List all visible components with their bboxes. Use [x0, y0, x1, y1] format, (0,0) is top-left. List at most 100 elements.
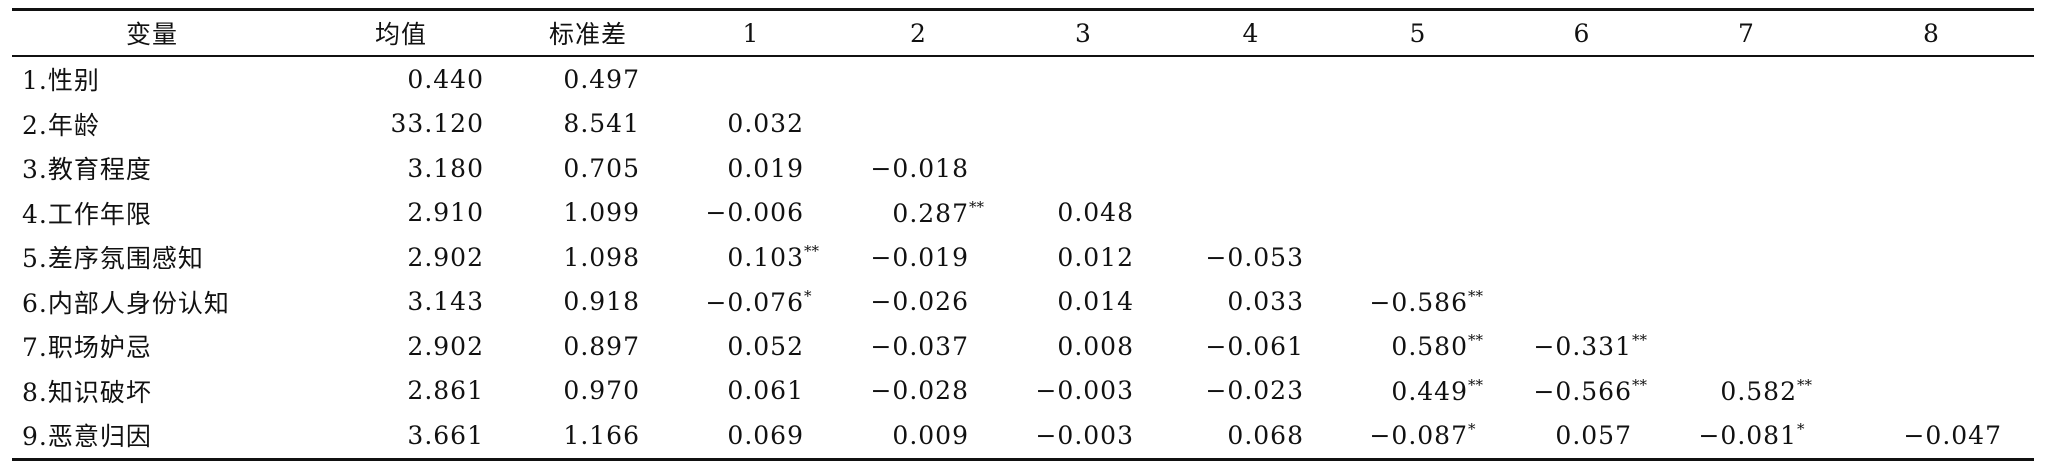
correlation-value: 0.014 — [1057, 287, 1134, 317]
variable-name: 7.职场妒忌 — [22, 333, 152, 363]
correlation-cell: −0.028 — [836, 369, 1001, 414]
correlation-value: −0.076 — [705, 287, 804, 317]
mean-cell: 2.910 — [407, 198, 484, 228]
correlation-value: −0.087 — [1369, 421, 1468, 451]
correlation-value: 0.019 — [727, 153, 804, 183]
significance-marker: * — [1797, 420, 1805, 439]
correlation-cell: −0.018 — [836, 146, 1001, 191]
correlation-cell: 0.287** — [836, 191, 1001, 236]
correlation-cell: −0.076* — [666, 280, 836, 325]
header-col-1: 1 — [742, 18, 760, 48]
correlation-value: 0.052 — [727, 331, 804, 361]
correlation-cell: −0.566** — [1500, 369, 1664, 414]
header-col-6: 6 — [1573, 18, 1591, 48]
correlation-cell: 0.048 — [1001, 191, 1166, 236]
mean-cell: 2.861 — [407, 376, 484, 406]
correlation-cell — [1001, 102, 1166, 147]
correlation-cell — [1336, 191, 1500, 236]
correlation-cell: 0.008 — [1001, 324, 1166, 369]
correlation-cell — [1664, 191, 1829, 236]
correlation-cell — [1166, 191, 1336, 236]
table-row: 3.教育程度 3.180 0.705 0.019 −0.018 — [12, 146, 2034, 191]
correlation-cell: 0.057 — [1500, 413, 1664, 459]
significance-marker: * — [1468, 420, 1476, 439]
correlation-cell: 0.103** — [666, 235, 836, 280]
correlation-cell: −0.081* — [1664, 413, 1829, 459]
correlation-cell — [1500, 235, 1664, 280]
variable-name: 4.工作年限 — [22, 199, 152, 229]
sd-cell: 0.897 — [563, 331, 640, 361]
correlation-cell: −0.037 — [836, 324, 1001, 369]
significance-marker: ** — [1632, 375, 1647, 394]
mean-cell: 3.180 — [407, 153, 484, 183]
header-sd: 标准差 — [548, 20, 627, 49]
correlation-value: −0.047 — [1903, 420, 2002, 450]
correlation-value: 0.048 — [1057, 198, 1134, 228]
variable-name: 8.知识破坏 — [22, 377, 152, 407]
correlation-cell: 0.580** — [1336, 324, 1500, 369]
correlation-cell — [1829, 102, 2034, 147]
correlation-cell: 0.068 — [1166, 413, 1336, 459]
sd-cell: 0.918 — [563, 287, 640, 317]
sd-cell: 0.705 — [563, 153, 640, 183]
table-row: 8.知识破坏 2.861 0.970 0.061 −0.028 −0.003 −0.023 0… — [12, 369, 2034, 414]
correlation-cell: −0.047 — [1829, 413, 2034, 459]
correlation-cell — [1829, 280, 2034, 325]
mean-cell: 2.902 — [407, 331, 484, 361]
correlation-cell — [1166, 146, 1336, 191]
table-row: 2.年龄 33.120 8.541 0.032 — [12, 102, 2034, 147]
correlation-value: −0.023 — [1205, 376, 1304, 406]
correlation-cell: −0.331** — [1500, 324, 1664, 369]
correlation-cell — [1500, 191, 1664, 236]
correlation-value: −0.053 — [1205, 242, 1304, 272]
correlation-cell: 0.069 — [666, 413, 836, 459]
significance-marker: ** — [1468, 286, 1483, 305]
header-variable: 变量 — [125, 20, 178, 49]
correlation-cell — [1500, 56, 1664, 102]
correlation-cell — [1166, 56, 1336, 102]
correlation-cell — [1829, 369, 2034, 414]
variable-name: 5.差序氛围感知 — [22, 244, 204, 274]
correlation-cell — [836, 102, 1001, 147]
table-row: 6.内部人身份认知 3.143 0.918 −0.076* −0.026 0.014 0.0… — [12, 280, 2034, 325]
correlation-cell: −0.019 — [836, 235, 1001, 280]
correlation-cell — [1829, 191, 2034, 236]
table-body: 1.性别 0.440 0.497 2.年龄 33.120 8.541 0.032 3.教育程度… — [12, 56, 2034, 459]
correlation-value: 0.580 — [1391, 332, 1468, 362]
correlation-cell — [1829, 56, 2034, 102]
correlation-value: −0.006 — [705, 198, 804, 228]
header-col-5: 5 — [1409, 18, 1427, 48]
correlation-cell: 0.052 — [666, 324, 836, 369]
significance-marker: ** — [1632, 331, 1647, 350]
correlation-cell: 0.032 — [666, 102, 836, 147]
header-col-4: 4 — [1242, 18, 1260, 48]
header-col-3: 3 — [1075, 18, 1092, 48]
variable-name: 9.恶意归因 — [22, 422, 152, 452]
correlation-cell — [1166, 102, 1336, 147]
correlation-value: −0.586 — [1369, 287, 1468, 317]
correlation-value: 0.033 — [1227, 287, 1304, 317]
correlation-cell: 0.019 — [666, 146, 836, 191]
correlation-cell — [1664, 146, 1829, 191]
correlation-value: 0.103 — [727, 243, 804, 273]
correlation-cell: −0.087* — [1336, 413, 1500, 459]
correlation-cell: −0.003 — [1001, 413, 1166, 459]
correlation-cell: 0.014 — [1001, 280, 1166, 325]
correlation-value: −0.019 — [870, 242, 969, 272]
variable-name: 3.教育程度 — [22, 155, 152, 185]
correlation-value: −0.003 — [1035, 376, 1134, 406]
correlation-value: −0.566 — [1533, 376, 1632, 406]
correlation-cell — [836, 56, 1001, 102]
correlation-cell — [1829, 324, 2034, 369]
significance-marker: ** — [1468, 375, 1483, 394]
correlation-cell: −0.061 — [1166, 324, 1336, 369]
sd-cell: 1.166 — [563, 420, 640, 450]
correlation-cell: −0.006 — [666, 191, 836, 236]
table-row: 7.职场妒忌 2.902 0.897 0.052 −0.037 0.008 −0.061 0.… — [12, 324, 2034, 369]
correlation-cell — [1829, 235, 2034, 280]
correlation-cell — [1001, 146, 1166, 191]
header-col-7: 7 — [1738, 18, 1755, 48]
correlation-cell — [1664, 56, 1829, 102]
mean-cell: 3.661 — [407, 420, 484, 450]
correlation-value: 0.069 — [727, 420, 804, 450]
